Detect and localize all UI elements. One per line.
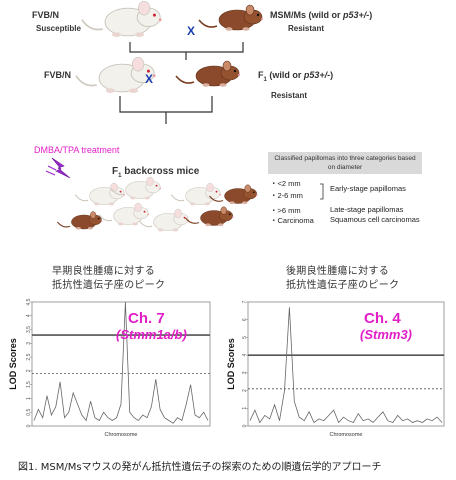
y-tick-label: 0 xyxy=(26,424,32,427)
y-tick-label: 1.5 xyxy=(26,381,32,388)
left-panel-title-2: 抵抗性遺伝子座のピーク xyxy=(52,280,166,291)
x-axis-label: Chromosome xyxy=(329,432,362,438)
right-gene-label: (Stmm3) xyxy=(360,327,413,342)
y-tick-label: 3 xyxy=(26,342,32,345)
backcross-mouse-icon xyxy=(56,210,103,231)
left-panel-title-1: 早期良性腫瘍に対する xyxy=(52,266,155,277)
backcross-mouse-icon xyxy=(184,206,235,227)
classification-header: Classified papillomas into three categor… xyxy=(268,152,422,174)
fvb-label-2: FVB/N xyxy=(44,70,71,80)
left-chr-label: Ch. 7 xyxy=(128,310,165,327)
figure-caption: 図1. MSM/Msマウスの発がん抵抗性遺伝子の探索のための順遺伝学的アプローチ xyxy=(18,462,382,473)
y-tick-label: 1 xyxy=(26,397,32,400)
lod-trace xyxy=(249,307,443,424)
x-axis-label: Chromosome xyxy=(104,432,137,438)
y-axis-label: LOD Scores xyxy=(226,338,236,390)
fvb-mouse-icon xyxy=(81,0,163,38)
backcross-mouse-icon xyxy=(170,182,222,206)
y-tick-label: 4 xyxy=(26,314,32,317)
msm-mouse-icon xyxy=(198,4,264,32)
y-tick-label: 6 xyxy=(242,318,248,321)
y-tick-label: 3 xyxy=(242,371,248,374)
f1-resistant-label: Resistant xyxy=(271,91,308,100)
mouse-cross-diagram xyxy=(45,0,324,232)
class-row: ・Carcinoma xyxy=(270,216,314,225)
y-tick-label: 7 xyxy=(242,300,248,303)
left-lod-chart: 0 0.5 1 1.5 2 2.5 3 3.5 4 4.5 LOD Scores Chromosome xyxy=(8,298,211,438)
classification-bracket xyxy=(320,183,324,200)
cross-symbol-2: X xyxy=(145,72,154,86)
class-row: ・>6 mm xyxy=(270,206,301,215)
y-tick-label: 5 xyxy=(242,336,248,339)
plot-frame xyxy=(31,301,211,427)
msm-resistant-label: Resistant xyxy=(288,24,325,33)
left-gene-label: (Stmm1a/b) xyxy=(116,327,187,342)
y-tick-label: 2 xyxy=(242,389,248,392)
y-tick-label: 2.5 xyxy=(26,353,32,360)
y-tick-label: 4.5 xyxy=(26,298,32,305)
backcross-label: F1 backcross mice xyxy=(112,166,200,179)
y-tick-label: 3.5 xyxy=(26,326,32,333)
class-row: ・2-6 mm xyxy=(270,191,303,200)
treatment-label: DMBA/TPA treatment xyxy=(34,145,120,155)
y-axis-label: LOD Scores xyxy=(8,338,18,390)
right-panel-title-1: 後期良性腫瘍に対する xyxy=(286,266,389,277)
y-tick-label: 0 xyxy=(242,424,248,427)
lightning-icon xyxy=(51,157,71,179)
msm-label: MSM/Ms (wild or p53+/-) xyxy=(270,10,373,20)
right-chr-label: Ch. 4 xyxy=(364,310,401,327)
backcross-mouse-icon xyxy=(98,202,150,226)
right-lod-chart: 0 1 2 3 4 5 6 7 LOD Scores Chromosome xyxy=(226,300,445,438)
lod-trace xyxy=(33,301,209,424)
f1-mouse-icon xyxy=(175,60,241,88)
fvb-mouse-icon-2 xyxy=(75,56,157,94)
y-tick-label: 4 xyxy=(242,354,248,357)
f1-label: F1 (wild or p53+/-) xyxy=(258,70,334,83)
y-tick-label: 1 xyxy=(242,407,248,410)
class-label: Late-stage papillomas xyxy=(330,205,404,214)
right-panel-title-2: 抵抗性遺伝子座のピーク xyxy=(286,280,400,291)
class-label: Early-stage papillomas xyxy=(330,184,406,193)
y-tick-label: 2 xyxy=(26,369,32,372)
susceptible-label: Susceptible xyxy=(36,24,81,33)
cross-symbol: X xyxy=(187,24,196,38)
y-tick-label: 0.5 xyxy=(26,409,32,416)
class-label: Squamous cell carcinomas xyxy=(330,215,420,224)
plot-frame xyxy=(247,301,445,427)
class-row: ・<2 mm xyxy=(270,179,301,188)
cross-bracket-1 xyxy=(129,42,244,53)
fvb-label: FVB/N xyxy=(32,10,59,20)
cross-bracket-2 xyxy=(119,96,213,113)
